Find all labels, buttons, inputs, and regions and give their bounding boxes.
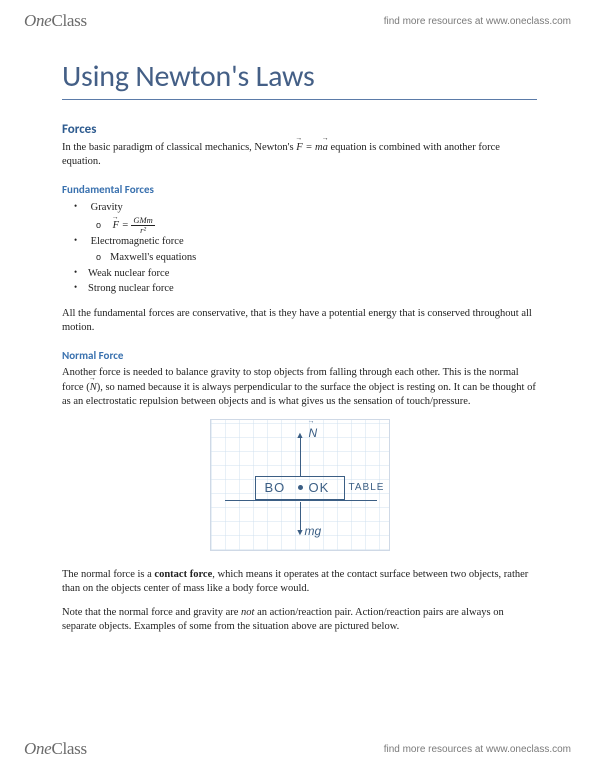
n-arrow-line	[300, 438, 301, 476]
footer-brand-one: One	[24, 739, 51, 758]
footer-resources-link[interactable]: find more resources at www.oneclass.com	[384, 744, 571, 755]
table-label: TABLE	[349, 482, 385, 493]
book-text-right: OK	[309, 480, 330, 495]
heading-normal: Normal Force	[62, 349, 537, 362]
vec-F2: F	[113, 220, 119, 231]
vec-a: a	[323, 142, 328, 153]
footer-brand-logo: OneClass	[24, 739, 87, 759]
table-surface-line	[225, 500, 377, 502]
forces-intro: In the basic paradigm of classical mecha…	[62, 141, 537, 169]
gravity-label: mg	[305, 524, 322, 538]
n-label: N	[309, 426, 318, 440]
brand-class: Class	[51, 11, 86, 30]
brand-logo: OneClass	[24, 11, 87, 31]
book-text-left: BO	[265, 480, 286, 495]
list-item-em: Electromagnetic force Maxwell's equation…	[88, 234, 537, 266]
vec-F: F	[296, 142, 302, 153]
eq-sign: =	[119, 220, 131, 231]
list-item-gravity: Gravity F = GMmr²	[88, 200, 537, 234]
brand-one: One	[24, 11, 51, 30]
frac-den: r²	[131, 226, 154, 235]
footer-brand-class: Class	[51, 739, 86, 758]
forces-intro-a: In the basic paradigm of classical mecha…	[62, 142, 296, 153]
list-item-weak: Weak nuclear force	[88, 266, 537, 282]
normal-p1-b: ), so named because it is always perpend…	[62, 382, 536, 407]
gravity-arrowhead: ▲	[296, 528, 305, 538]
gravity-fraction: GMmr²	[131, 216, 154, 234]
eq-ma: = m	[303, 142, 323, 153]
normal-force-diagram: ▲ N BO OK TABLE ▲ mg	[210, 419, 390, 551]
equation-fma: F = ma	[296, 142, 328, 153]
normal-p3-b: not	[241, 607, 254, 618]
document-body: Using Newton's Laws Forces In the basic …	[62, 58, 537, 645]
heading-fundamental: Fundamental Forces	[62, 183, 537, 196]
normal-p3-a: Note that the normal force and gravity a…	[62, 607, 241, 618]
fundamental-closing: All the fundamental forces are conservat…	[62, 307, 537, 335]
normal-p1: Another force is needed to balance gravi…	[62, 366, 537, 409]
vec-N: N	[90, 382, 97, 393]
maxwell-label: Maxwell's equations	[110, 250, 537, 266]
diagram-container: ▲ N BO OK TABLE ▲ mg	[62, 419, 537, 556]
page-title: Using Newton's Laws	[62, 58, 537, 100]
page-header: OneClass find more resources at www.onec…	[0, 6, 595, 36]
normal-p2-b: contact force	[154, 569, 212, 580]
center-dot	[298, 485, 303, 490]
fundamental-list: Gravity F = GMmr² Electromagnetic force …	[62, 200, 537, 297]
normal-p3: Note that the normal force and gravity a…	[62, 606, 537, 634]
list-item-strong: Strong nuclear force	[88, 281, 537, 297]
em-label: Electromagnetic force	[91, 236, 184, 247]
page-footer: OneClass find more resources at www.onec…	[0, 734, 595, 764]
gravity-equation: F = GMmr²	[110, 216, 537, 234]
header-resources-link[interactable]: find more resources at www.oneclass.com	[384, 16, 571, 27]
normal-p2-a: The normal force is a	[62, 569, 154, 580]
normal-p2: The normal force is a contact force, whi…	[62, 568, 537, 596]
